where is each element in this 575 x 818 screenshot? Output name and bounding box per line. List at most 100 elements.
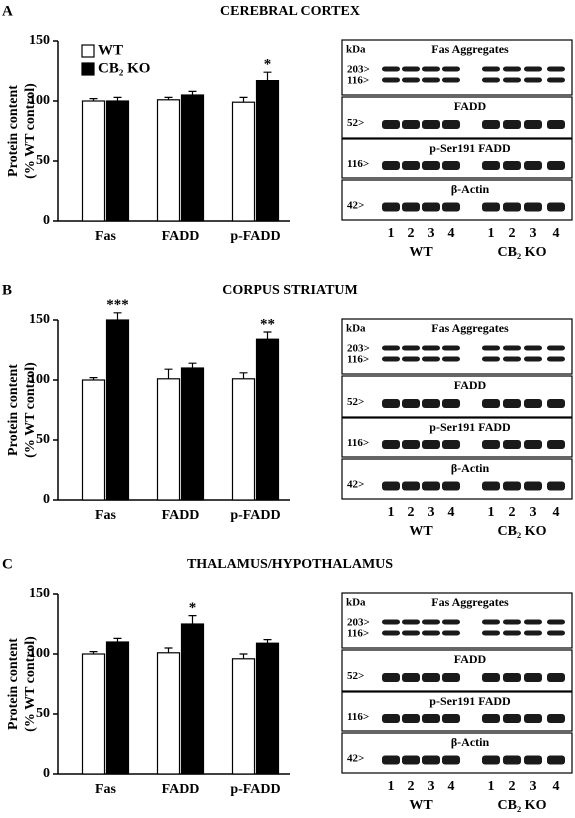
blot-band: [524, 399, 542, 408]
blot-band: [503, 481, 521, 491]
blot-strip: [341, 458, 573, 500]
lane-label: 1: [488, 226, 495, 241]
error-bar: [89, 651, 98, 654]
chart-title: CORPUS STRIATUM: [222, 283, 357, 298]
legend-swatch: [81, 62, 95, 76]
blot-title: FADD: [454, 99, 487, 113]
blot-band: [524, 755, 542, 765]
blot-band: [503, 714, 521, 723]
y-tick-label: 150: [29, 586, 50, 601]
error-bar: [164, 96, 173, 100]
bar: [255, 79, 280, 222]
error-bar: [89, 377, 98, 380]
x-tick-label: FADD: [162, 508, 200, 523]
blot-band: [524, 714, 542, 723]
blot-band: [524, 77, 542, 83]
blot-marker: 203>: [347, 343, 370, 355]
blot-title: β-Actin: [451, 461, 490, 475]
blot-title: β-Actin: [451, 735, 490, 749]
blot-band: [482, 345, 500, 351]
y-tick-label: 100: [29, 93, 50, 108]
blot-band: [442, 619, 460, 625]
blot-band: [503, 619, 521, 625]
blot-band: [547, 120, 565, 129]
lane-label: 3: [530, 779, 537, 794]
blot-marker: 116>: [347, 711, 369, 723]
blot-marker: 52>: [347, 117, 364, 129]
chart-title: THALAMUS/HYPOTHALAMUS: [187, 557, 393, 572]
blot-band: [422, 440, 440, 449]
blot-kda: kDa: [346, 597, 366, 609]
y-tick-label: 50: [36, 153, 50, 168]
blot-band: [524, 481, 542, 491]
significance-label: **: [260, 316, 275, 332]
error-bar: [188, 362, 197, 368]
blot-band: [503, 66, 521, 72]
chart-title: CEREBRAL CORTEX: [220, 4, 360, 19]
blot-band: [482, 714, 500, 723]
blot-band: [422, 673, 440, 682]
lane-label: 4: [448, 505, 455, 520]
lane-label: 2: [408, 779, 415, 794]
blot-title: p-Ser191 FADD: [429, 420, 511, 434]
lane-label: 3: [428, 226, 435, 241]
blot-band: [547, 399, 565, 408]
y-tick-label: 50: [36, 706, 50, 721]
blot-marker: 52>: [347, 396, 364, 408]
lane-label: 2: [408, 226, 415, 241]
y-tick-label: 100: [29, 372, 50, 387]
x-tick-label: Fas: [95, 508, 117, 523]
blot-band: [547, 345, 565, 351]
blot-band: [524, 66, 542, 72]
group-label: CB₂ KO: [498, 524, 547, 539]
blot-band: [482, 481, 500, 491]
blot-band: [382, 619, 400, 625]
blot-band: [524, 345, 542, 351]
blot-band: [482, 630, 500, 636]
legend-label: WT: [98, 42, 123, 58]
blot-band: [422, 619, 440, 625]
blot-strip: [341, 96, 573, 139]
blot-band: [547, 619, 565, 625]
blot-band: [524, 120, 542, 129]
group-label: WT: [409, 524, 433, 539]
blot-band: [442, 755, 460, 765]
y-tick-label: 0: [43, 213, 50, 228]
bar: [180, 367, 205, 501]
blot-band: [503, 161, 521, 170]
blot-title: p-Ser191 FADD: [429, 694, 511, 708]
lane-label: 1: [488, 779, 495, 794]
blot-band: [442, 202, 460, 212]
y-tick-label: 150: [29, 33, 50, 48]
significance-label: *: [189, 600, 197, 616]
blot-strip: [341, 138, 573, 179]
blot-band: [524, 673, 542, 682]
bar: [231, 101, 256, 222]
blot-marker: 203>: [347, 617, 370, 629]
blot-band: [547, 673, 565, 682]
blot-band: [402, 399, 420, 408]
blot-band: [422, 714, 440, 723]
x-tick-label: p-FADD: [230, 229, 280, 244]
error-bar: [239, 96, 248, 103]
blot-band: [382, 630, 400, 636]
y-tick-label: 0: [43, 766, 50, 781]
y-tick-label: 150: [29, 312, 50, 327]
significance-label: ***: [106, 297, 129, 313]
blot-band: [503, 755, 521, 765]
lane-label: 4: [448, 779, 455, 794]
blot-band: [422, 77, 440, 83]
error-bar: [113, 96, 122, 101]
bar: [105, 100, 130, 222]
blot-title: Fas Aggregates: [431, 321, 509, 335]
bar: [105, 641, 130, 775]
blot-band: [547, 161, 565, 170]
bar: [231, 658, 256, 775]
lane-label: 2: [509, 779, 516, 794]
blot-band: [482, 356, 500, 362]
blot-band: [442, 673, 460, 682]
blot-band: [482, 673, 500, 682]
blot-marker: 116>: [347, 158, 369, 170]
blot-band: [482, 66, 500, 72]
